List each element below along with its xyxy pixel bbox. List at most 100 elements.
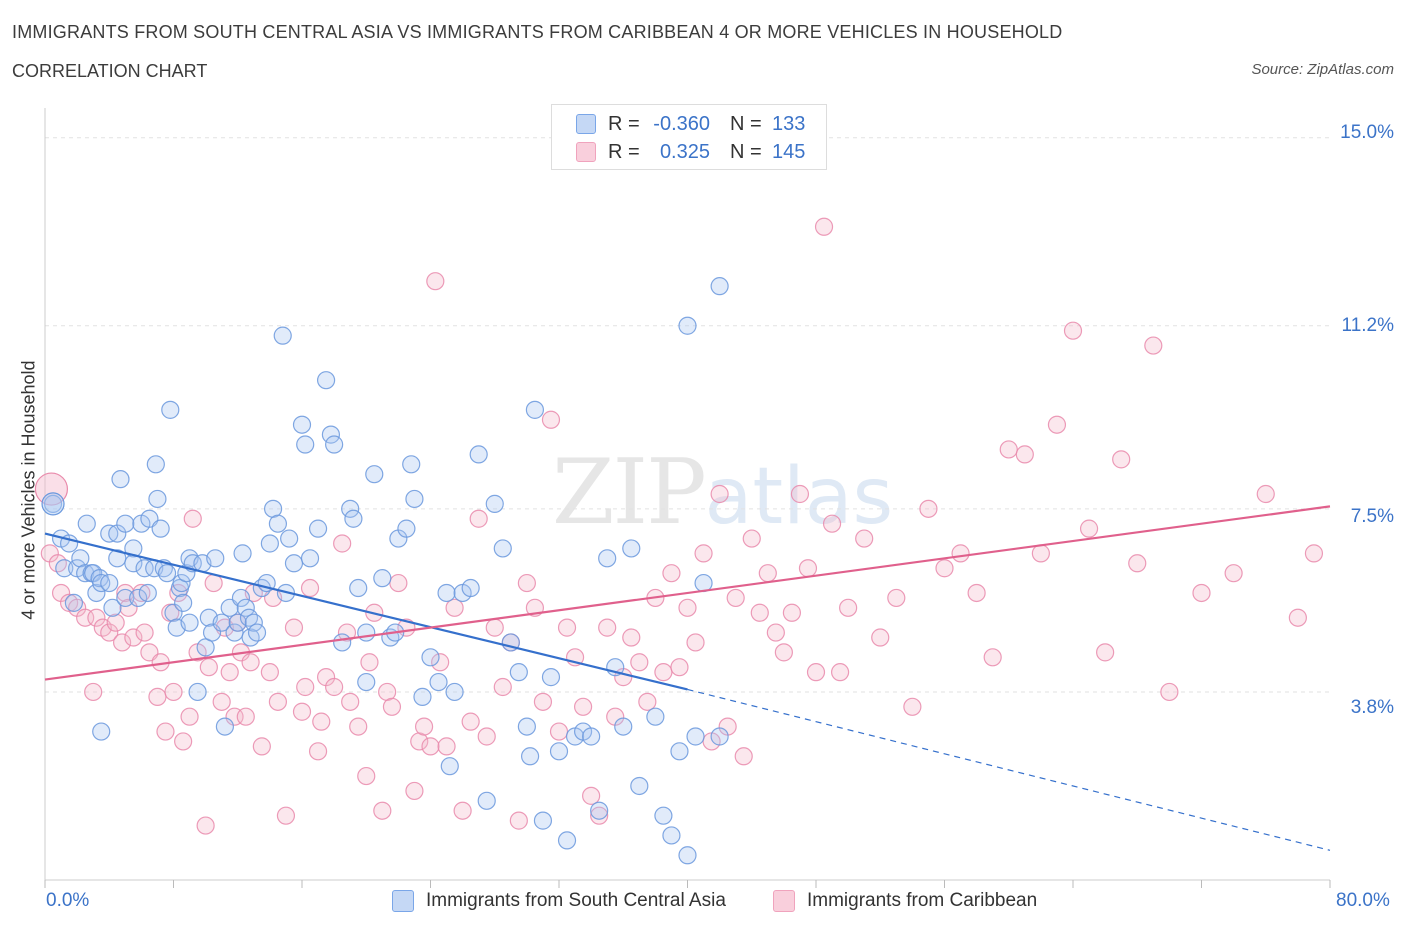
caribbean-point	[919, 499, 938, 518]
south-central-asia-point	[710, 277, 729, 296]
south-central-asia-point	[116, 514, 135, 533]
watermark: ZIPatlas	[552, 440, 893, 545]
south-central-asia-point	[445, 682, 464, 702]
caribbean-point	[469, 509, 488, 528]
caribbean-point	[1144, 336, 1163, 355]
south-central-asia-point	[678, 846, 697, 865]
south-central-asia-point	[662, 826, 681, 845]
south-central-asia-point	[64, 593, 84, 612]
south-central-asia-point	[188, 682, 207, 702]
south-central-asia-point	[233, 544, 252, 563]
caribbean-point	[582, 786, 601, 805]
south-central-asia-point	[206, 549, 225, 568]
caribbean-point	[337, 623, 357, 642]
south-central-asia-point	[461, 578, 480, 598]
caribbean-point	[421, 737, 440, 756]
caribbean-point	[34, 472, 69, 506]
caribbean-point	[855, 529, 874, 548]
south-central-asia-point	[268, 514, 288, 533]
caribbean-point	[284, 618, 304, 637]
caribbean-point	[84, 682, 103, 702]
south-central-asia-point	[710, 727, 729, 746]
south-central-asia-point	[77, 514, 96, 533]
caribbean-point	[798, 559, 818, 578]
south-central-asia-point	[541, 668, 561, 687]
caribbean-point	[549, 722, 569, 741]
south-central-asia-point	[260, 534, 279, 553]
y-tick-label-15: 15.0%	[1340, 122, 1394, 143]
south-central-asia-point	[111, 470, 130, 489]
south-central-asia-point	[300, 549, 320, 568]
south-central-asia-point	[236, 598, 255, 617]
caribbean-point	[445, 598, 464, 617]
caribbean-point	[119, 598, 138, 617]
south-central-asia-point	[146, 455, 165, 474]
source-credit: Source: ZipAtlas.com	[1251, 61, 1394, 78]
caribbean-point	[806, 663, 826, 682]
caribbean-point	[734, 747, 753, 766]
south-central-asia-point	[212, 613, 231, 632]
caribbean-point	[1192, 583, 1211, 603]
south-central-asia-point	[92, 722, 111, 741]
caribbean-point	[477, 727, 496, 746]
legend-swatch-pink	[773, 890, 795, 912]
south-central-asia-point	[55, 559, 74, 578]
caribbean-point	[557, 618, 577, 637]
south-central-asia-point	[135, 559, 154, 578]
caribbean-point	[1128, 554, 1147, 573]
south-central-asia-point	[520, 747, 540, 766]
south-central-asia-point	[325, 435, 344, 454]
caribbean-point	[349, 717, 368, 736]
south-central-asia-point	[116, 588, 135, 608]
caribbean-point	[180, 707, 199, 726]
caribbean-point	[790, 484, 810, 504]
chart-title: IMMIGRANTS FROM SOUTH CENTRAL ASIA VS IM…	[12, 22, 1063, 42]
legend-n-value-pink: 145	[772, 140, 806, 163]
y-axis-title: 4 or more Vehicles in Household	[18, 360, 39, 620]
caribbean-point	[517, 573, 536, 593]
south-central-asia-point	[344, 509, 363, 528]
south-central-asia-point	[292, 415, 312, 434]
caribbean-point	[726, 588, 745, 608]
caribbean-point	[437, 737, 456, 756]
south-central-asia-point	[582, 727, 601, 746]
south-central-asia-point	[557, 831, 577, 850]
caribbean-point	[686, 633, 705, 652]
south-central-asia-point	[202, 623, 222, 642]
caribbean-point	[1031, 544, 1050, 563]
south-central-asia-point	[284, 554, 304, 573]
south-central-asia-point	[678, 316, 697, 335]
caribbean-point	[670, 658, 689, 677]
south-central-asia-point	[174, 593, 193, 612]
caribbean-point	[935, 559, 954, 578]
caribbean-point	[830, 663, 850, 682]
caribbean-point	[1096, 643, 1115, 662]
legend-swatch-blue	[576, 114, 596, 134]
south-central-asia-point	[493, 539, 512, 558]
south-central-asia-point	[485, 494, 504, 513]
south-central-asia-point	[87, 583, 106, 603]
south-central-asia-point	[164, 603, 183, 622]
caribbean-point	[662, 564, 681, 583]
caribbean-point	[903, 697, 922, 716]
caribbean-point	[1160, 682, 1179, 702]
south-central-asia-point	[614, 717, 633, 736]
south-central-asia-point	[686, 727, 705, 746]
caribbean-point	[453, 801, 472, 820]
south-central-asia-point	[670, 742, 689, 761]
south-central-asia-point	[341, 499, 360, 518]
caribbean-point	[678, 598, 697, 617]
caribbean-point	[822, 514, 842, 533]
caribbean-point	[252, 737, 271, 756]
caribbean-point	[694, 544, 713, 563]
x-max-label: 80.0%	[1336, 890, 1390, 911]
caribbean-point	[485, 618, 504, 637]
caribbean-point	[533, 692, 553, 711]
south-central-asia-point	[280, 529, 299, 548]
trend-line-south-central-asia	[44, 532, 688, 691]
caribbean-point	[509, 811, 528, 830]
caribbean-point	[389, 573, 408, 593]
caribbean-point	[300, 578, 320, 598]
south-central-asia-point	[365, 465, 384, 484]
